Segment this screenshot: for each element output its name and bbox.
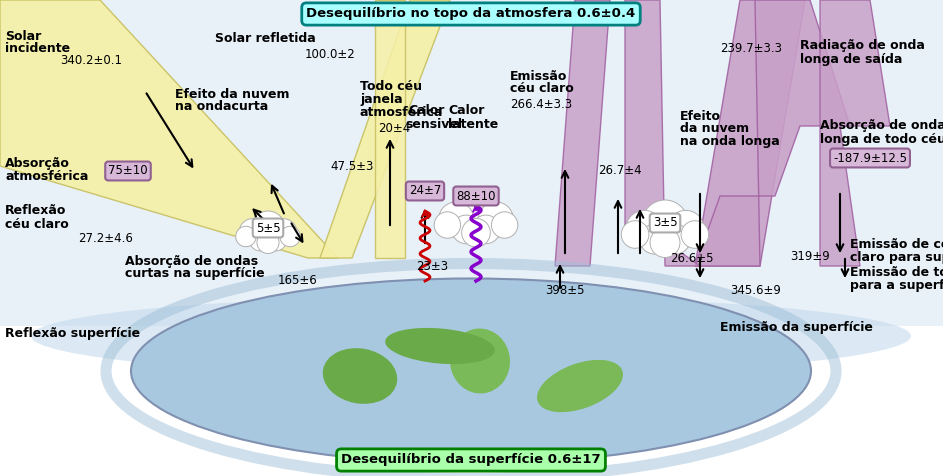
Text: 266.4±3.3: 266.4±3.3 [510,98,572,110]
Text: 319±9: 319±9 [790,249,830,262]
Text: 47.5±3: 47.5±3 [330,159,373,172]
Text: claro para superfície: claro para superfície [850,250,943,264]
Text: Desequilíbrio no topo da atmosfera 0.6±0.4: Desequilíbrio no topo da atmosfera 0.6±0… [306,8,636,20]
Circle shape [462,218,490,247]
Circle shape [236,226,256,247]
Text: Reflexão superfície: Reflexão superfície [5,327,141,340]
Text: na onda longa: na onda longa [680,136,780,149]
Text: 23±3: 23±3 [416,260,448,274]
Text: 239.7±3.3: 239.7±3.3 [720,41,782,54]
Polygon shape [320,0,450,258]
Ellipse shape [385,328,495,364]
Text: da nuvem: da nuvem [680,122,749,136]
Polygon shape [625,0,700,266]
Text: latente: latente [448,118,498,130]
Text: 398±5: 398±5 [545,285,585,298]
Circle shape [668,210,704,247]
Text: Calor: Calor [448,105,485,118]
Text: Emissão: Emissão [510,69,568,82]
Circle shape [438,202,473,237]
Text: Efeito da nuvem: Efeito da nuvem [175,88,290,100]
Text: Emissão de céu: Emissão de céu [850,238,943,250]
Circle shape [240,218,266,246]
Circle shape [472,215,500,244]
Ellipse shape [131,278,811,464]
Text: Emissão de todo céu: Emissão de todo céu [850,267,943,279]
Circle shape [650,228,680,258]
Text: 26.7±4: 26.7±4 [598,165,641,178]
Text: 26.6±5: 26.6±5 [670,251,714,265]
Circle shape [434,212,460,238]
Circle shape [452,215,480,244]
Text: 20±4: 20±4 [378,121,410,135]
Circle shape [626,210,663,247]
Text: Emissão da superfície: Emissão da superfície [720,321,873,335]
Text: Solar refletida: Solar refletida [215,32,316,46]
Ellipse shape [323,348,397,404]
Text: 340.2±0.1: 340.2±0.1 [60,54,122,68]
Circle shape [251,211,285,245]
Ellipse shape [537,360,623,412]
Text: longa de todo céu: longa de todo céu [820,132,943,146]
Text: 100.0±2: 100.0±2 [305,48,356,60]
Text: Absorção de onda: Absorção de onda [820,119,943,132]
Circle shape [681,221,709,248]
Text: 75±10: 75±10 [108,165,148,178]
Text: Solar: Solar [5,30,41,42]
Text: curtas na superfície: curtas na superfície [125,268,265,280]
Circle shape [454,192,498,236]
Text: janela: janela [360,92,403,106]
Text: Absorção de ondas: Absorção de ondas [125,255,258,268]
Circle shape [265,229,287,251]
Ellipse shape [450,328,510,394]
Text: 5±5: 5±5 [256,221,280,235]
Text: céu claro: céu claro [510,82,573,96]
Polygon shape [695,0,805,266]
Circle shape [642,200,688,246]
Circle shape [280,226,300,247]
Text: atmosférica: atmosférica [5,170,89,184]
Text: 88±10: 88±10 [456,189,496,202]
Text: Desequilíbrio da superfície 0.6±17: Desequilíbrio da superfície 0.6±17 [341,454,601,466]
Text: 27.2±4.6: 27.2±4.6 [78,232,133,246]
Circle shape [491,212,518,238]
Polygon shape [0,0,338,258]
Polygon shape [375,0,405,258]
Text: 345.6±9: 345.6±9 [730,285,781,298]
Text: incidente: incidente [5,42,70,56]
Text: céu claro: céu claro [5,218,69,230]
Text: para a superfície: para a superfície [850,279,943,292]
Circle shape [660,224,690,254]
Text: -187.9±12.5: -187.9±12.5 [833,151,907,165]
Polygon shape [555,0,610,266]
Bar [0,0,943,326]
Circle shape [249,229,272,251]
Polygon shape [695,0,850,266]
Text: Absorção: Absorção [5,158,70,170]
Text: Calor: Calor [408,105,444,118]
Circle shape [270,218,297,246]
Circle shape [639,224,670,254]
Text: 24±7: 24±7 [409,185,441,198]
Text: Todo céu: Todo céu [360,79,422,92]
Text: 165±6: 165±6 [278,274,318,287]
Text: Efeito: Efeito [680,109,721,122]
Text: na ondacurta: na ondacurta [175,100,268,113]
Text: 3±5: 3±5 [653,217,677,229]
Circle shape [478,202,513,237]
Polygon shape [820,0,890,266]
Ellipse shape [31,296,911,376]
Text: longa de saída: longa de saída [800,52,902,66]
Text: Reflexão: Reflexão [5,205,66,218]
Text: atmosférica: atmosférica [360,106,443,119]
Circle shape [256,231,279,254]
Text: Radiação de onda: Radiação de onda [800,40,925,52]
Circle shape [621,221,649,248]
Text: sensivel: sensivel [405,118,462,130]
